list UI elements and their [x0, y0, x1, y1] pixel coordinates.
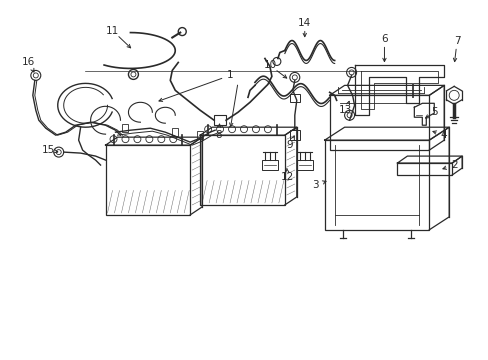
- Text: 5: 5: [430, 107, 437, 117]
- Text: 16: 16: [22, 58, 36, 67]
- Bar: [289, 130, 299, 140]
- Bar: [296, 160, 312, 170]
- Bar: [172, 128, 178, 136]
- Bar: [200, 135, 285, 205]
- Text: 3: 3: [312, 180, 318, 190]
- Text: 1: 1: [226, 71, 233, 80]
- Text: 11: 11: [106, 26, 119, 36]
- Bar: [197, 131, 203, 139]
- Text: 9: 9: [286, 140, 292, 150]
- Text: 7: 7: [453, 36, 460, 46]
- Text: 13: 13: [338, 105, 351, 115]
- Text: 14: 14: [298, 18, 311, 28]
- Bar: [214, 115, 225, 125]
- Bar: [262, 160, 277, 170]
- Bar: [329, 95, 428, 150]
- Text: 8: 8: [214, 130, 221, 140]
- Bar: [105, 145, 190, 215]
- Bar: [122, 124, 128, 132]
- Text: 12: 12: [281, 172, 294, 182]
- Bar: [397, 163, 451, 175]
- Bar: [324, 140, 428, 230]
- Text: 4: 4: [440, 130, 447, 140]
- Text: 10: 10: [263, 60, 276, 71]
- Text: 15: 15: [42, 145, 55, 155]
- Text: 2: 2: [450, 160, 457, 170]
- Bar: [289, 94, 299, 102]
- Text: 6: 6: [380, 33, 387, 44]
